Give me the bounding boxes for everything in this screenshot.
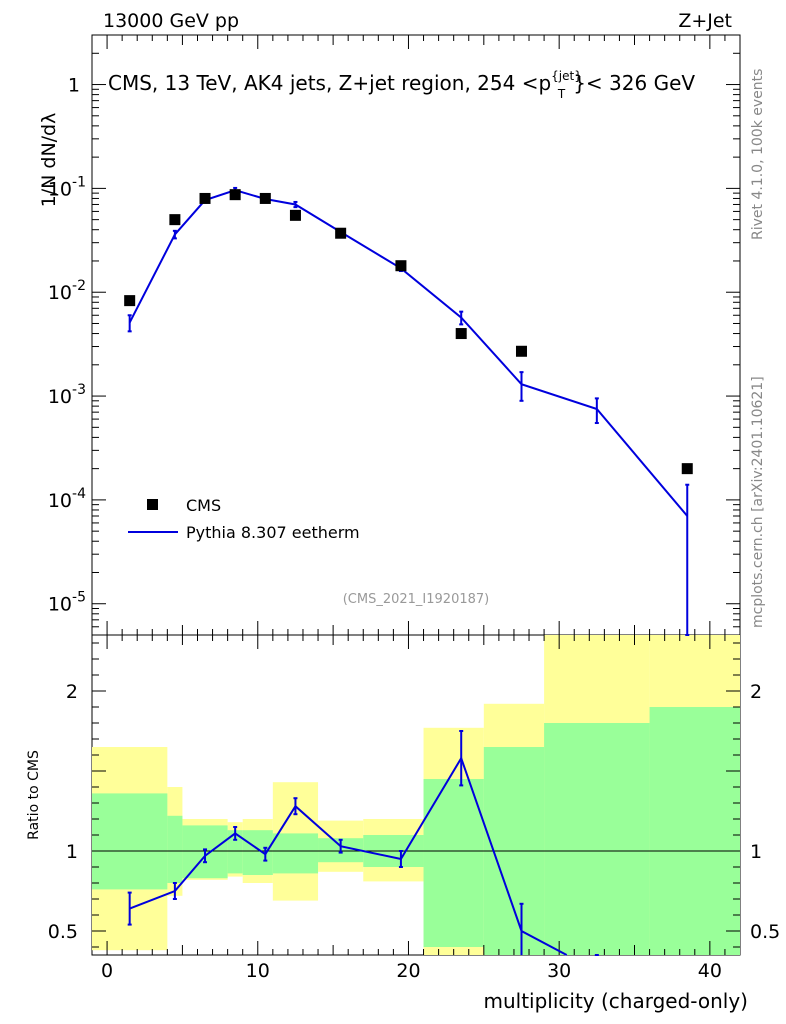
mc-error-bars bbox=[127, 186, 690, 636]
rivet-info: Rivet 4.1.0, 100k events bbox=[750, 69, 766, 240]
upper-y-tick-label: 10-5 bbox=[48, 590, 86, 616]
x-tick-label: 40 bbox=[698, 960, 722, 982]
ratio-green-band bbox=[227, 830, 243, 874]
upper-y-tick-label: 10-3 bbox=[48, 382, 86, 408]
ratio-y-tick-label-right: 1 bbox=[750, 841, 762, 863]
ratio-green-band bbox=[423, 779, 484, 947]
mc-series-line bbox=[128, 189, 689, 517]
cms-data-points bbox=[124, 189, 693, 475]
cms-data-point bbox=[515, 345, 527, 357]
cms-data-point bbox=[289, 209, 301, 221]
ratio-green-band bbox=[649, 707, 740, 955]
cms-data-point bbox=[169, 214, 181, 226]
ratio-y-tick-label-right: 2 bbox=[750, 681, 762, 703]
x-tick-label: 10 bbox=[246, 960, 270, 982]
legend-cms-marker bbox=[147, 499, 158, 510]
svg-text:1/N dN/dλ: 1/N dN/dλ bbox=[38, 113, 60, 208]
cms-data-point bbox=[199, 192, 211, 204]
ratio-y-tick-label-left: 2 bbox=[66, 681, 78, 703]
x-axis-label: multiplicity (charged-only) bbox=[483, 989, 748, 1013]
header-right-label: Z+Jet bbox=[678, 10, 732, 32]
ratio-series-line bbox=[129, 755, 568, 956]
upper-y-tick-label: 10-2 bbox=[48, 278, 86, 304]
ratio-green-band bbox=[242, 830, 273, 875]
cms-data-point bbox=[229, 189, 241, 201]
ratio-green-bands bbox=[92, 707, 740, 955]
ratio-y-tick-label-right: 0.5 bbox=[750, 921, 780, 943]
cms-data-point bbox=[124, 295, 136, 307]
header-left-label: 13000 GeV pp bbox=[103, 10, 239, 32]
ratio-y-tick-label-left: 0.5 bbox=[48, 921, 78, 943]
ratio-green-band bbox=[92, 793, 168, 890]
upper-y-tick-label: 10-4 bbox=[48, 486, 86, 512]
x-tick-label: 20 bbox=[396, 960, 420, 982]
main-plot-frame bbox=[91, 34, 741, 636]
upper-y-tick-label: 10-1 bbox=[48, 174, 86, 200]
legend-cms-label: CMS bbox=[186, 496, 221, 515]
ratio-y-axis-label: Ratio to CMS bbox=[26, 750, 42, 840]
ratio-green-band bbox=[272, 833, 319, 874]
cms-data-point bbox=[395, 260, 407, 272]
mcplots-info: mcplots.cern.ch [arXiv:2401.10621] bbox=[750, 376, 766, 628]
ratio-green-band bbox=[544, 723, 650, 955]
analysis-title: CMS, 13 TeV, AK4 jets, Z+jet region, 254… bbox=[108, 69, 695, 101]
upper-y-axis-label: 1/N dN/dλ bbox=[38, 113, 60, 208]
legend-mc-label: Pythia 8.307 eetherm bbox=[186, 523, 360, 542]
upper-y-ticks: 1 10-1 10-2 10-3 10-4 10-5 bbox=[48, 34, 740, 628]
cms-data-point bbox=[681, 463, 693, 475]
cms-data-point bbox=[335, 227, 347, 239]
cms-data-point bbox=[259, 192, 271, 204]
upper-y-tick-label: 1 bbox=[68, 75, 80, 97]
analysis-id: (CMS_2021_I1920187) bbox=[343, 592, 490, 607]
ratio-y-tick-label-left: 1 bbox=[66, 841, 78, 863]
ratio-y-ticks: 0.5 0.5 1 1 2 2 bbox=[48, 642, 780, 948]
x-tick-label: 30 bbox=[547, 960, 571, 982]
cms-data-point bbox=[455, 328, 467, 340]
ratio-green-band bbox=[167, 815, 183, 883]
x-tick-label: 0 bbox=[101, 960, 113, 982]
x-ticks: 0 10 20 30 40 bbox=[101, 35, 726, 982]
